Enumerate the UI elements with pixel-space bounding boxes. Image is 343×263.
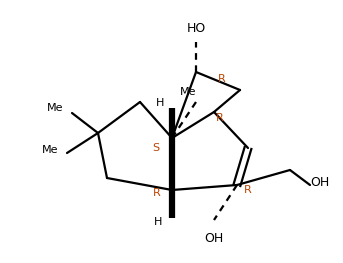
Text: H: H <box>154 217 162 227</box>
Text: Me: Me <box>180 87 196 97</box>
Text: OH: OH <box>204 231 224 245</box>
Text: OH: OH <box>310 176 330 190</box>
Text: Me: Me <box>47 103 63 113</box>
Text: R: R <box>218 74 226 84</box>
Text: H: H <box>156 98 164 108</box>
Text: R: R <box>244 185 252 195</box>
Text: HO: HO <box>186 22 205 34</box>
Text: R: R <box>153 188 161 198</box>
Text: R: R <box>216 113 224 123</box>
Text: S: S <box>152 143 159 153</box>
Text: Me: Me <box>42 145 58 155</box>
